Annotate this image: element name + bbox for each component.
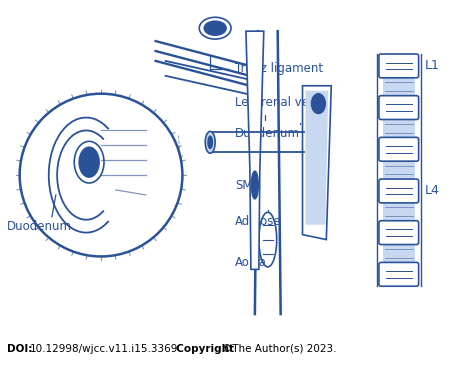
Text: SMA: SMA xyxy=(235,175,261,192)
Polygon shape xyxy=(246,31,264,269)
Text: Left renal vein: Left renal vein xyxy=(235,96,320,120)
Circle shape xyxy=(19,94,182,256)
Ellipse shape xyxy=(79,147,99,177)
Text: ©The Author(s) 2023.: ©The Author(s) 2023. xyxy=(222,344,337,354)
Text: Adipose: Adipose xyxy=(235,210,282,228)
Ellipse shape xyxy=(207,135,213,149)
Text: Duodenum: Duodenum xyxy=(7,220,72,233)
FancyBboxPatch shape xyxy=(383,159,415,181)
FancyBboxPatch shape xyxy=(383,118,415,139)
Ellipse shape xyxy=(259,212,277,267)
Ellipse shape xyxy=(199,17,231,39)
Text: L4: L4 xyxy=(425,185,439,198)
Text: L1: L1 xyxy=(425,60,439,73)
Text: Aorta: Aorta xyxy=(235,249,268,269)
Polygon shape xyxy=(305,91,328,225)
Ellipse shape xyxy=(311,94,325,114)
Text: Duodenum: Duodenum xyxy=(235,124,300,140)
Text: Copyright: Copyright xyxy=(169,344,234,354)
Text: DOI:: DOI: xyxy=(7,344,32,354)
Polygon shape xyxy=(302,86,331,240)
FancyBboxPatch shape xyxy=(379,54,419,78)
FancyBboxPatch shape xyxy=(383,201,415,223)
FancyBboxPatch shape xyxy=(383,243,415,265)
FancyBboxPatch shape xyxy=(379,179,419,203)
Text: Treitz ligament: Treitz ligament xyxy=(210,56,323,75)
FancyBboxPatch shape xyxy=(379,262,419,286)
FancyBboxPatch shape xyxy=(379,221,419,245)
Text: 10.12998/wjcc.v11.i15.3369: 10.12998/wjcc.v11.i15.3369 xyxy=(29,344,178,354)
FancyBboxPatch shape xyxy=(379,96,419,120)
FancyBboxPatch shape xyxy=(379,137,419,161)
FancyBboxPatch shape xyxy=(383,76,415,98)
Ellipse shape xyxy=(251,171,258,199)
Ellipse shape xyxy=(205,131,215,153)
Ellipse shape xyxy=(204,21,226,35)
Ellipse shape xyxy=(74,141,104,183)
